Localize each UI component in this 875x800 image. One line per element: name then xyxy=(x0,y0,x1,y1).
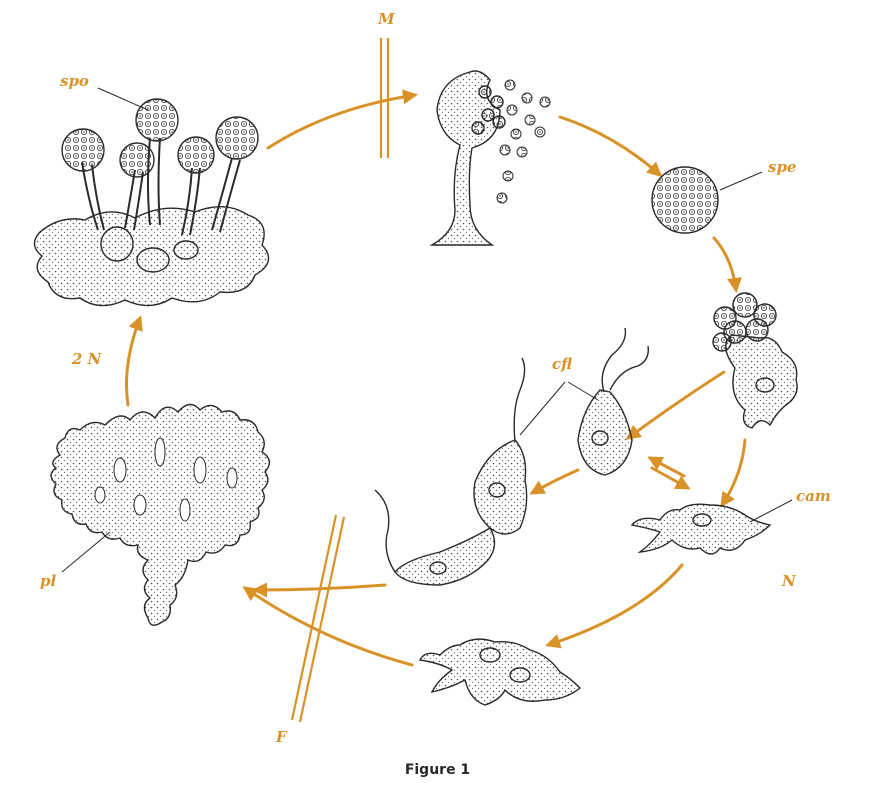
label-sporangia: spo xyxy=(60,72,89,90)
arrow-flagellate-to-amoeba xyxy=(650,466,691,490)
pl-leader xyxy=(61,531,111,573)
flagellate-cell-single xyxy=(577,327,649,476)
arrow-release-to-spore xyxy=(558,115,663,177)
arrow-sporangia-to-release xyxy=(266,89,418,150)
arrow-fusion-to-plasmodium xyxy=(242,586,414,667)
label-meiosis: M xyxy=(378,10,395,28)
spo-leader xyxy=(97,87,149,111)
fertilization-bar-right xyxy=(298,516,346,723)
arrow-amoeba-to-fusion xyxy=(545,563,684,649)
label-fertilization: F xyxy=(276,728,287,746)
fertilization-bar-left xyxy=(290,514,338,721)
label-spore: spe xyxy=(768,158,797,176)
label-amoeba: cam xyxy=(796,487,831,505)
sporangium-5 xyxy=(215,116,259,160)
label-diploid: 2 N xyxy=(72,350,102,368)
label-flagellate: cfl xyxy=(552,355,573,373)
sporangium-2 xyxy=(135,98,179,142)
figure-caption: Figure 1 xyxy=(404,762,471,778)
young-sporangium-2 xyxy=(136,247,170,273)
released-spores xyxy=(496,79,551,204)
germinating-spore xyxy=(712,292,798,429)
spore xyxy=(651,166,719,234)
arrow-spore-to-germinating xyxy=(712,236,742,293)
fusing-amoebae xyxy=(418,638,582,706)
plasmodium xyxy=(50,403,270,626)
cfl-leaders xyxy=(519,381,599,436)
cam-leader xyxy=(749,499,793,523)
label-haploid: N xyxy=(782,572,796,590)
myxamoeba xyxy=(630,503,772,555)
flagellate-cell-pair xyxy=(374,357,528,586)
label-plasmodium: pl xyxy=(40,572,57,590)
sporangia-cluster xyxy=(33,98,270,307)
arrow-plasmodium-to-sporangia xyxy=(125,315,143,407)
releasing-sporangium xyxy=(429,70,506,246)
arrow-germinating-to-flagellate xyxy=(625,370,726,440)
spe-leader xyxy=(719,171,763,191)
arrow-amoeba-to-flagellate xyxy=(647,456,686,478)
sporangium-4 xyxy=(177,136,215,174)
young-sporangium-3 xyxy=(173,240,199,260)
arrow-flagellate-to-pair xyxy=(529,468,580,495)
arrow-germinating-to-amoeba xyxy=(720,438,747,508)
sporangium-3 xyxy=(119,142,155,178)
young-sporangium-1 xyxy=(100,226,134,262)
sporangium-1 xyxy=(61,128,105,172)
